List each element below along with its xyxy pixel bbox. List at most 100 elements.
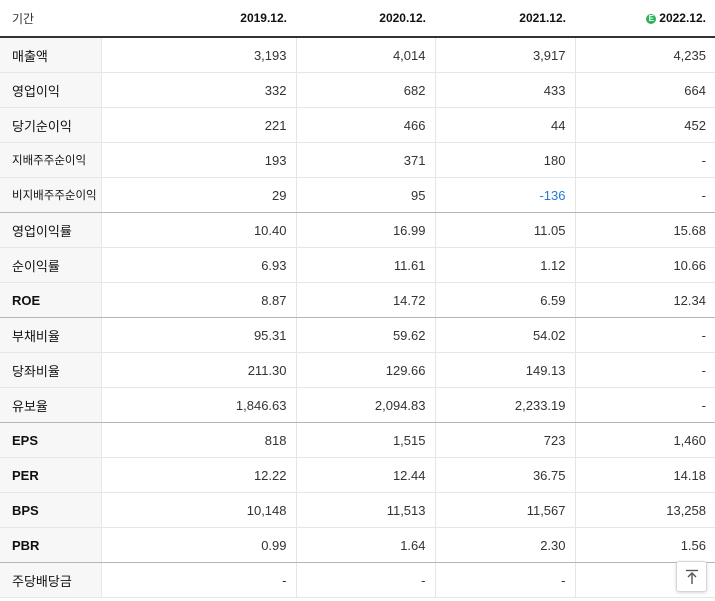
table-cell: 13,258 — [574, 492, 715, 528]
table-cell: 6.59 — [434, 282, 575, 318]
table-row: 지배주주순이익 193 371 180 - — [0, 142, 715, 178]
table-cell: 54.02 — [434, 317, 575, 353]
table-cell: - — [574, 177, 715, 213]
table-cell: - — [100, 562, 296, 598]
estimate-badge-icon: E — [646, 14, 657, 24]
row-label: PBR — [0, 527, 101, 563]
table-cell: 12.44 — [295, 457, 435, 493]
table-cell: 193 — [100, 142, 296, 178]
table-cell: 3,193 — [100, 37, 296, 73]
period-header: 2021.12. — [435, 0, 575, 38]
period-label: 기간 — [0, 0, 101, 38]
table-cell: 211.30 — [100, 352, 296, 388]
table-cell: 59.62 — [295, 317, 435, 353]
table-row: 영업이익률 10.40 16.99 11.05 15.68 — [0, 212, 715, 248]
table-row: 순이익률 6.93 11.61 1.12 10.66 — [0, 247, 715, 283]
row-label: 영업이익 — [0, 72, 101, 108]
table-cell: - — [574, 387, 715, 423]
row-label: 부채비율 — [0, 317, 101, 353]
arrow-up-to-line-icon — [685, 569, 698, 584]
table-cell: 10.66 — [574, 247, 715, 283]
table-cell: 2,094.83 — [295, 387, 435, 423]
row-label: 당좌비율 — [0, 352, 101, 388]
table-row: 주당배당금 - - - - — [0, 562, 715, 598]
table-cell: - — [574, 142, 715, 178]
table-row: 부채비율 95.31 59.62 54.02 - — [0, 317, 715, 353]
table-cell: 2.30 — [434, 527, 575, 563]
table-row: 비지배주주순이익 29 95 -136 - — [0, 177, 715, 213]
period-header-label: 2022.12. — [659, 11, 706, 25]
scroll-to-top-button[interactable] — [676, 561, 707, 592]
table-cell: - — [574, 317, 715, 353]
table-cell: 818 — [100, 422, 296, 458]
table-cell: 221 — [100, 107, 296, 143]
table-cell: 1,460 — [574, 422, 715, 458]
table-row: PBR 0.99 1.64 2.30 1.56 — [0, 527, 715, 563]
table-cell-negative: -136 — [434, 177, 575, 213]
table-row: PER 12.22 12.44 36.75 14.18 — [0, 457, 715, 493]
table-cell: 180 — [434, 142, 575, 178]
table-cell: 371 — [295, 142, 435, 178]
period-header-estimate: E 2022.12. — [575, 0, 715, 38]
table-cell: 0.99 — [100, 527, 296, 563]
row-label: PER — [0, 457, 101, 493]
table-cell: 11,567 — [434, 492, 575, 528]
table-cell: 16.99 — [295, 212, 435, 248]
row-label: EPS — [0, 422, 101, 458]
table-cell: 452 — [574, 107, 715, 143]
row-label: 매출액 — [0, 37, 101, 73]
period-header: 2020.12. — [296, 0, 435, 38]
table-cell: 149.13 — [434, 352, 575, 388]
table-cell: 4,235 — [574, 37, 715, 73]
table-cell: 8.87 — [100, 282, 296, 318]
table-cell: 1,846.63 — [100, 387, 296, 423]
table-cell: 723 — [434, 422, 575, 458]
table-cell: 11,513 — [295, 492, 435, 528]
row-label: ROE — [0, 282, 101, 318]
table-cell: 6.93 — [100, 247, 296, 283]
row-label: 영업이익률 — [0, 212, 101, 248]
table-cell: 44 — [434, 107, 575, 143]
table-row: 유보율 1,846.63 2,094.83 2,233.19 - — [0, 387, 715, 423]
table-row: EPS 818 1,515 723 1,460 — [0, 422, 715, 458]
table-cell: - — [295, 562, 435, 598]
table-cell: 14.72 — [295, 282, 435, 318]
row-label: 유보율 — [0, 387, 101, 423]
table-cell: 2,233.19 — [434, 387, 575, 423]
table-header-row: 기간 2019.12. 2020.12. 2021.12. E 2022.12. — [0, 0, 715, 38]
table-cell: 1.64 — [295, 527, 435, 563]
row-label: 주당배당금 — [0, 562, 101, 598]
table-cell: - — [434, 562, 575, 598]
row-label: 순이익률 — [0, 247, 101, 283]
row-label: 당기순이익 — [0, 107, 101, 143]
table-cell: 95 — [295, 177, 435, 213]
table-cell: 4,014 — [295, 37, 435, 73]
table-cell: 1.12 — [434, 247, 575, 283]
table-cell: 10,148 — [100, 492, 296, 528]
table-cell: 95.31 — [100, 317, 296, 353]
table-cell: 433 — [434, 72, 575, 108]
table-cell: 3,917 — [434, 37, 575, 73]
table-cell: 11.05 — [434, 212, 575, 248]
row-label: 지배주주순이익 — [0, 142, 101, 178]
table-cell: 129.66 — [295, 352, 435, 388]
row-label: BPS — [0, 492, 101, 528]
table-cell: 10.40 — [100, 212, 296, 248]
table-row: BPS 10,148 11,513 11,567 13,258 — [0, 492, 715, 528]
table-cell: 29 — [100, 177, 296, 213]
table-row: 당좌비율 211.30 129.66 149.13 - — [0, 352, 715, 388]
table-cell: 12.22 — [100, 457, 296, 493]
table-row: ROE 8.87 14.72 6.59 12.34 — [0, 282, 715, 318]
table-row: 영업이익 332 682 433 664 — [0, 72, 715, 108]
table-cell: 332 — [100, 72, 296, 108]
table-cell: - — [574, 352, 715, 388]
table-cell: 1.56 — [574, 527, 715, 563]
period-header: 2019.12. — [101, 0, 296, 38]
table-cell: 466 — [295, 107, 435, 143]
table-cell: 15.68 — [574, 212, 715, 248]
table-row: 매출액 3,193 4,014 3,917 4,235 — [0, 37, 715, 73]
table-row: 당기순이익 221 466 44 452 — [0, 107, 715, 143]
table-cell: 11.61 — [295, 247, 435, 283]
table-cell: 1,515 — [295, 422, 435, 458]
